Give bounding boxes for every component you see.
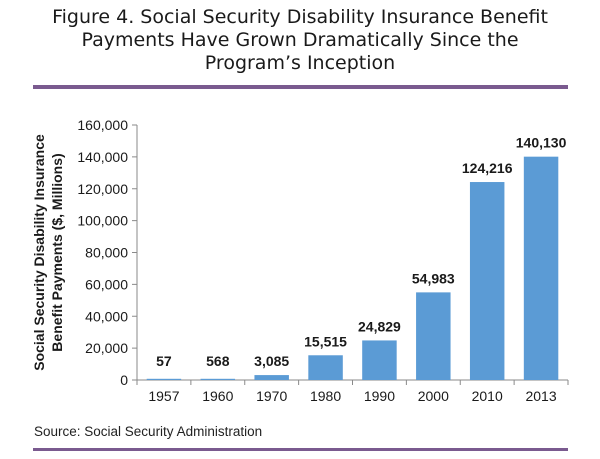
y-tick-label: 100,000 bbox=[77, 213, 128, 229]
data-label-1960: 568 bbox=[206, 353, 230, 369]
x-tick-label: 1980 bbox=[310, 388, 341, 404]
y-tick-label: 160,000 bbox=[77, 117, 128, 133]
x-tick-label: 2013 bbox=[525, 388, 556, 404]
bar-2000 bbox=[416, 292, 451, 380]
data-labels: 57 568 3,085 15,515 24,829 54,983 124,216140,1… bbox=[156, 135, 566, 369]
figure-title: Figure 4. Social Security Disability Ins… bbox=[0, 6, 600, 75]
y-axis-title: Social Security Disability Insurance Bene… bbox=[31, 134, 65, 371]
bar-1980 bbox=[308, 355, 343, 380]
y-tick-label: 120,000 bbox=[77, 181, 128, 197]
y-axis-title-line-2: Benefit Payments ($, Millions) bbox=[49, 153, 65, 351]
x-tick-label: 1970 bbox=[256, 388, 287, 404]
bar-2010 bbox=[469, 182, 505, 380]
figure-title-line-2: Payments Have Grown Dramatically Since t… bbox=[81, 29, 519, 51]
y-tick-label: 140,000 bbox=[77, 149, 128, 165]
data-label-2013: 140,130 bbox=[516, 135, 567, 151]
chart-container: Social Security Disability Insurance Bene… bbox=[0, 90, 600, 420]
source-note: Source: Social Security Administration bbox=[34, 424, 263, 439]
y-tick-label: 0 bbox=[120, 372, 128, 388]
data-label-1957: 57 bbox=[156, 353, 172, 369]
x-tick-label: 2000 bbox=[418, 388, 449, 404]
y-tick-label: 60,000 bbox=[85, 276, 128, 292]
bar-series bbox=[146, 156, 559, 380]
y-axis-title-line-1: Social Security Disability Insurance bbox=[31, 134, 47, 371]
data-label-1980: 15,515 bbox=[304, 333, 347, 349]
data-label-2000: 54,983 bbox=[412, 270, 455, 286]
bar-1960 bbox=[200, 378, 236, 380]
y-axis: 0 20,000 40,000 60,000 80,000 100,000 120,000 1… bbox=[77, 117, 138, 388]
x-tick-label: 1960 bbox=[202, 388, 233, 404]
figure-title-line-1: Figure 4. Social Security Disability Ins… bbox=[52, 6, 548, 28]
x-tick-label: 1957 bbox=[148, 388, 179, 404]
bar-chart: Social Security Disability Insurance Bene… bbox=[31, 117, 569, 404]
bar-1970 bbox=[254, 375, 289, 380]
bar-1957 bbox=[146, 378, 182, 380]
x-axis: 1957 1960 1970 1980 1990 2000 2010 2013 bbox=[136, 379, 569, 404]
y-tick-label: 40,000 bbox=[85, 308, 128, 324]
x-tick-label: 1990 bbox=[364, 388, 395, 404]
bar-2013 bbox=[523, 156, 559, 380]
data-label-1990: 24,829 bbox=[358, 318, 401, 334]
figure-title-line-3: Program’s Inception bbox=[204, 52, 396, 74]
bar-1990 bbox=[362, 340, 397, 380]
title-divider bbox=[33, 85, 568, 89]
bottom-divider bbox=[33, 448, 568, 451]
y-tick-label: 20,000 bbox=[85, 340, 128, 356]
data-label-2010: 124,216 bbox=[462, 160, 513, 176]
data-label-1970: 3,085 bbox=[254, 353, 289, 369]
y-tick-label: 80,000 bbox=[85, 245, 128, 261]
x-tick-label: 2010 bbox=[472, 388, 503, 404]
